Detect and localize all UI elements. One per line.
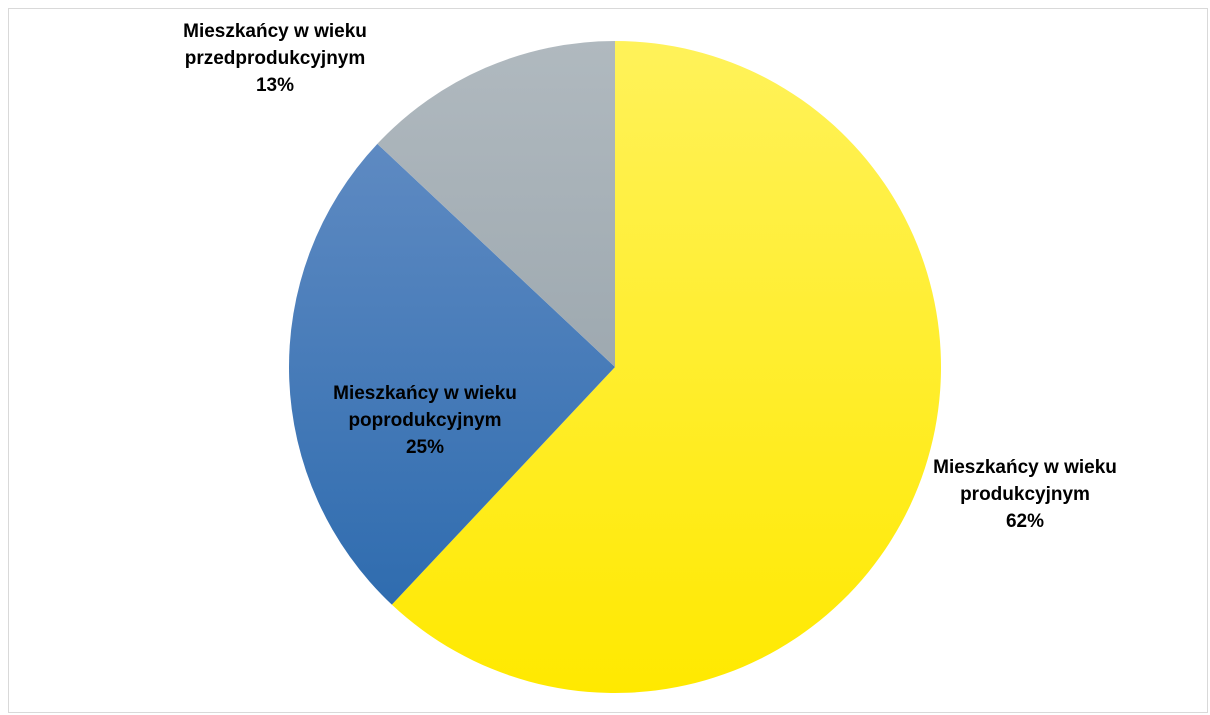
value-label: 13% <box>255 75 295 96</box>
category-label: Mieszkańcy w wieku produkcyjnym <box>933 457 1117 505</box>
data-label: Mieszkańcy w wieku przedprodukcyjnym 13% <box>180 18 370 99</box>
pie-slice <box>289 143 615 605</box>
value-label: 62% <box>1005 511 1045 532</box>
data-label: Mieszkańcy w wieku produkcyjnym 62% <box>930 454 1120 535</box>
pie-slice <box>377 41 615 367</box>
category-label: Mieszkańcy w wieku przedprodukcyjnym <box>183 21 367 69</box>
value-label: 25% <box>405 437 445 458</box>
chart-frame <box>8 8 1208 713</box>
category-label: Mieszkańcy w wieku poprodukcyjnym <box>333 383 517 431</box>
data-label: Mieszkańcy w wieku poprodukcyjnym 25% <box>330 380 520 461</box>
pie-slice <box>391 41 941 693</box>
